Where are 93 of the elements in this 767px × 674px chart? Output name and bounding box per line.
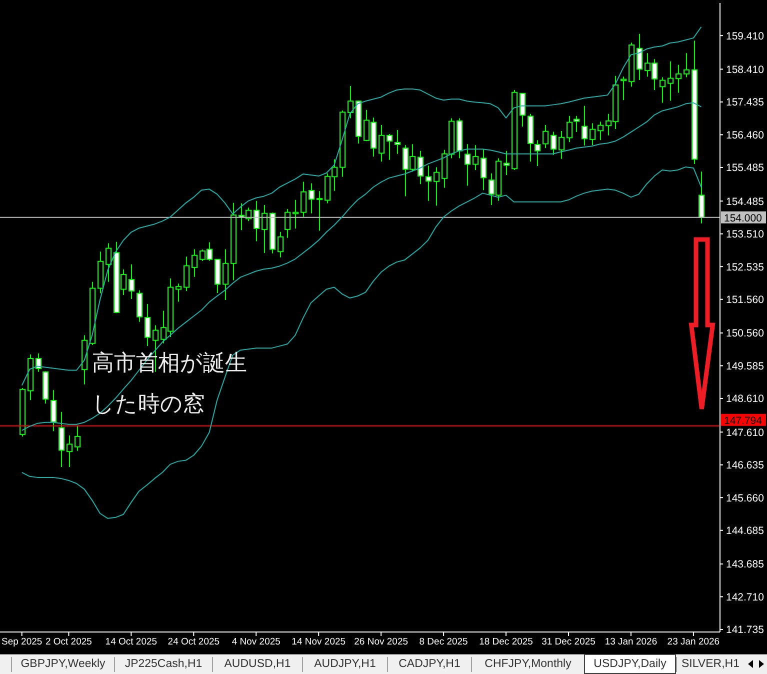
candlestick xyxy=(308,182,314,214)
candlestick xyxy=(542,124,548,149)
text: SILVER,H1 xyxy=(676,657,744,672)
candlestick xyxy=(574,115,580,133)
x-tick-label: 4 Nov 2025 xyxy=(232,636,280,648)
x-tick-label: Sep 2025 xyxy=(2,636,42,648)
x-tick-label: 31 Dec 2025 xyxy=(542,636,596,648)
x-tick-label: 2 Oct 2025 xyxy=(45,636,92,648)
line-series xyxy=(21,102,702,431)
x-tick-label: 26 Nov 2025 xyxy=(354,636,408,648)
candlestick xyxy=(558,130,564,160)
x-tick-label: 8 Dec 2025 xyxy=(419,636,468,648)
candlestick xyxy=(550,131,556,156)
candlestick xyxy=(660,76,666,104)
candlestick xyxy=(66,434,72,468)
x-tick-label: 14 Nov 2025 xyxy=(292,636,346,648)
candlestick xyxy=(386,134,392,160)
candlestick xyxy=(144,304,150,347)
candlestick xyxy=(566,115,572,143)
candlestick xyxy=(184,256,190,292)
text: JP225Cash,H1 xyxy=(114,657,212,672)
text: USDJPY,Daily xyxy=(584,654,676,674)
candlestick xyxy=(520,92,526,128)
y-tick-label: 145.660 xyxy=(726,492,764,504)
candlestick xyxy=(472,144,478,170)
x-tick-label: 18 Dec 2025 xyxy=(479,636,533,648)
y-tick-label: 154.485 xyxy=(726,196,764,208)
candlestick xyxy=(426,165,432,202)
y-tick-label: 144.685 xyxy=(726,525,764,538)
y-tick-label: 149.585 xyxy=(726,360,764,372)
candlestick xyxy=(620,76,626,101)
candlestick xyxy=(36,352,42,372)
x-tick-label: 13 Jan 2026 xyxy=(604,636,658,648)
y-tick-label: 150.560 xyxy=(726,328,764,340)
y-tick-label: 152.535 xyxy=(726,261,764,274)
candlestick xyxy=(292,199,298,229)
candlestick xyxy=(668,60,674,102)
candlestick xyxy=(394,130,400,154)
candlestick xyxy=(284,208,290,238)
candlestick xyxy=(582,105,588,146)
y-tick-label: 147.610 xyxy=(726,426,764,439)
candlestick xyxy=(74,424,80,452)
candlestick xyxy=(222,248,228,301)
candlestick xyxy=(192,248,198,278)
x-tick-label: 23 Jan 2026 xyxy=(667,636,720,648)
candlestick xyxy=(676,64,682,94)
y-tick-label: 156.460 xyxy=(726,129,764,142)
line-series xyxy=(21,166,702,519)
y-tick-label: 158.410 xyxy=(726,64,764,76)
candlestick xyxy=(504,150,510,176)
text: AUDUSD,H1 xyxy=(212,657,302,672)
y-tick-label: 146.635 xyxy=(726,460,764,472)
candlestick xyxy=(254,200,260,242)
candlestick xyxy=(636,33,642,80)
y-tick-label: 153.510 xyxy=(726,228,764,241)
text: CADJPY,H1 xyxy=(387,657,471,672)
ref-line-label: 154.000 xyxy=(724,212,762,224)
y-tick-label: 143.685 xyxy=(726,558,764,571)
candlestick xyxy=(590,122,596,146)
candlestick xyxy=(58,411,64,468)
candlestick xyxy=(378,124,384,162)
candlestick xyxy=(418,150,424,185)
text: AUDJPY,H1 xyxy=(302,657,387,672)
candlestick xyxy=(480,148,486,191)
y-tick-label: 155.485 xyxy=(726,162,764,174)
candlestick xyxy=(534,140,540,166)
text: GBPJPY,Weekly xyxy=(11,657,114,672)
candlestick xyxy=(300,181,306,218)
candlestick xyxy=(348,85,354,119)
candlestick xyxy=(176,283,182,302)
y-tick-label: 157.435 xyxy=(726,96,764,109)
y-tick-label: 142.710 xyxy=(726,591,764,604)
y-tick-label: 148.610 xyxy=(726,393,764,406)
line-series xyxy=(21,26,702,386)
candlestick xyxy=(698,171,704,224)
y-tick-label: 159.410 xyxy=(726,30,764,42)
candlestick xyxy=(106,242,112,282)
candlestick xyxy=(434,166,440,206)
candlestick xyxy=(598,121,604,141)
y-tick-label: 151.560 xyxy=(726,294,764,306)
x-tick-label: 24 Oct 2025 xyxy=(168,636,220,648)
candlestick xyxy=(316,190,322,232)
text: CHFJPY,Monthly xyxy=(471,657,584,672)
candlestick xyxy=(136,290,142,322)
candlestick xyxy=(464,144,470,186)
candlestick xyxy=(684,52,690,78)
ref-line-label: 147.794 xyxy=(724,414,762,427)
candlestick xyxy=(262,204,268,254)
x-tick-label: 14 Oct 2025 xyxy=(105,636,158,648)
candlestick xyxy=(50,390,56,432)
candlestick xyxy=(128,264,134,300)
candlestick xyxy=(278,231,284,258)
y-tick-label: 141.735 xyxy=(726,624,764,636)
